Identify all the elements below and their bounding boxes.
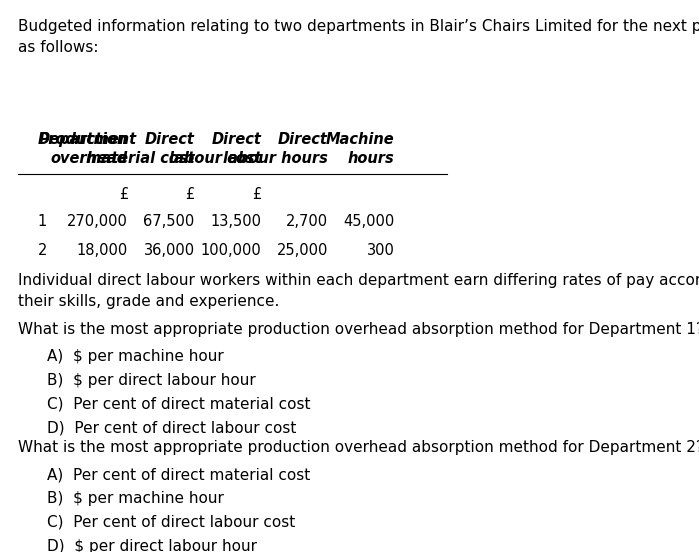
Text: Direct
labour cost: Direct labour cost (169, 132, 261, 166)
Text: Budgeted information relating to two departments in Blair’s Chairs Limited for t: Budgeted information relating to two dep… (18, 19, 699, 55)
Text: 36,000: 36,000 (143, 243, 195, 258)
Text: 67,500: 67,500 (143, 214, 195, 229)
Text: C)  Per cent of direct material cost: C) Per cent of direct material cost (47, 396, 310, 412)
Text: Individual direct labour workers within each department earn differing rates of : Individual direct labour workers within … (18, 273, 699, 309)
Text: D)  Per cent of direct labour cost: D) Per cent of direct labour cost (47, 420, 296, 435)
Text: 1: 1 (38, 214, 47, 229)
Text: Department: Department (38, 132, 136, 147)
Text: Direct
material cost: Direct material cost (86, 132, 195, 166)
Text: D)  $ per direct labour hour: D) $ per direct labour hour (47, 539, 257, 552)
Text: What is the most appropriate production overhead absorption method for Departmen: What is the most appropriate production … (18, 440, 699, 455)
Text: 25,000: 25,000 (277, 243, 328, 258)
Text: £: £ (185, 187, 195, 201)
Text: 45,000: 45,000 (343, 214, 395, 229)
Text: £: £ (119, 187, 128, 201)
Text: C)  Per cent of direct labour cost: C) Per cent of direct labour cost (47, 515, 295, 530)
Text: 18,000: 18,000 (77, 243, 128, 258)
Text: 2: 2 (38, 243, 47, 258)
Text: A)  $ per machine hour: A) $ per machine hour (47, 349, 224, 364)
Text: What is the most appropriate production overhead absorption method for Departmen: What is the most appropriate production … (18, 322, 699, 337)
Text: B)  $ per direct labour hour: B) $ per direct labour hour (47, 373, 256, 388)
Text: 13,500: 13,500 (210, 214, 261, 229)
Text: 270,000: 270,000 (67, 214, 128, 229)
Text: B)  $ per machine hour: B) $ per machine hour (47, 491, 224, 506)
Text: Production
overhead: Production overhead (38, 132, 128, 166)
Text: 300: 300 (367, 243, 395, 258)
Text: A)  Per cent of direct material cost: A) Per cent of direct material cost (47, 468, 310, 482)
Text: 2,700: 2,700 (286, 214, 328, 229)
Text: £: £ (252, 187, 261, 201)
Text: Machine
hours: Machine hours (326, 132, 395, 166)
Text: 100,000: 100,000 (201, 243, 261, 258)
Text: Direct
labour hours: Direct labour hours (223, 132, 328, 166)
